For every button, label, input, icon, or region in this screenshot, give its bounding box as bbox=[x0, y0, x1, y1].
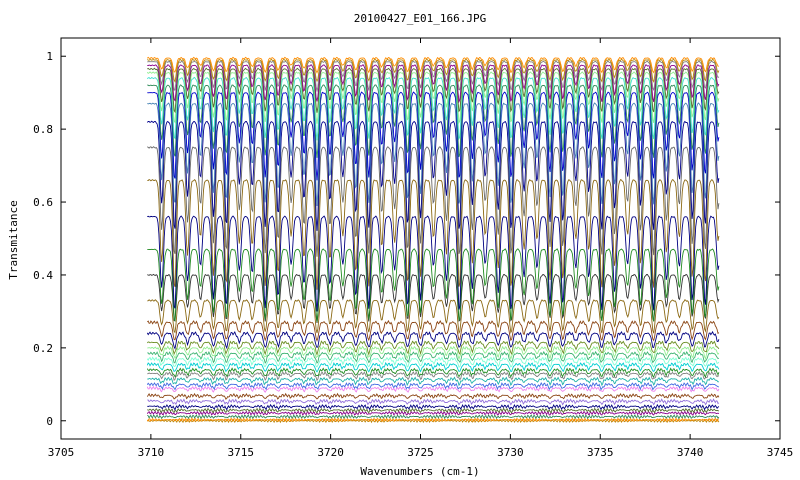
y-tick-label: 0.6 bbox=[33, 196, 53, 209]
series-line bbox=[146, 385, 720, 393]
series-line bbox=[147, 178, 720, 290]
series-line bbox=[146, 361, 720, 373]
series-line bbox=[147, 299, 720, 335]
series-line bbox=[147, 64, 720, 104]
series-line bbox=[147, 248, 720, 322]
series-line bbox=[146, 410, 720, 416]
series-line bbox=[146, 392, 720, 400]
y-tick-label: 1 bbox=[46, 50, 53, 63]
series-line bbox=[147, 67, 720, 114]
series-line bbox=[147, 398, 720, 406]
x-axis: 3705 3710 3715 3720 3725 3730 3735 3740 3745 bbox=[48, 38, 794, 459]
y-tick-label: 0.4 bbox=[33, 269, 53, 282]
series-line bbox=[147, 60, 720, 92]
series-line bbox=[147, 350, 720, 364]
series-line bbox=[147, 84, 720, 158]
y-tick-label: 0.2 bbox=[33, 342, 53, 355]
x-tick-label: 3725 bbox=[407, 446, 434, 459]
series-line bbox=[147, 370, 720, 382]
series-line bbox=[146, 367, 720, 378]
y-tick-label: 0.8 bbox=[33, 123, 53, 136]
series-line bbox=[146, 330, 720, 350]
chart-title: 20100427_E01_166.JPG bbox=[354, 12, 486, 25]
series-line bbox=[147, 407, 720, 414]
x-tick-label: 3720 bbox=[317, 446, 344, 459]
series-line bbox=[147, 413, 720, 420]
x-axis-label: Wavenumbers (cm-1) bbox=[360, 465, 479, 478]
series-line bbox=[147, 91, 720, 181]
series-line bbox=[147, 273, 720, 324]
series-line bbox=[147, 376, 719, 387]
series-line bbox=[147, 146, 720, 257]
x-tick-label: 3715 bbox=[228, 446, 255, 459]
y-axis-label: Transmitance bbox=[7, 200, 20, 279]
series-group bbox=[146, 56, 720, 424]
series-line bbox=[147, 319, 720, 342]
series-line bbox=[147, 58, 720, 83]
x-tick-label: 3705 bbox=[48, 446, 75, 459]
series-line bbox=[146, 381, 720, 391]
series-line bbox=[146, 71, 720, 125]
x-tick-label: 3735 bbox=[587, 446, 614, 459]
y-axis: 0 0.2 0.4 0.6 0.8 1 bbox=[33, 50, 780, 428]
x-tick-label: 3745 bbox=[767, 446, 794, 459]
series-line bbox=[146, 417, 720, 423]
series-line bbox=[146, 356, 720, 369]
series-line bbox=[146, 340, 720, 357]
x-tick-label: 3740 bbox=[677, 446, 704, 459]
x-tick-label: 3730 bbox=[497, 446, 524, 459]
series-line bbox=[147, 215, 720, 312]
series-line bbox=[146, 56, 719, 74]
series-line bbox=[146, 120, 720, 231]
x-tick-label: 3710 bbox=[138, 446, 165, 459]
series-line bbox=[147, 102, 720, 207]
series-line bbox=[147, 403, 720, 411]
series-line bbox=[147, 345, 720, 361]
y-tick-label: 0 bbox=[46, 415, 53, 428]
series-line bbox=[146, 76, 720, 141]
